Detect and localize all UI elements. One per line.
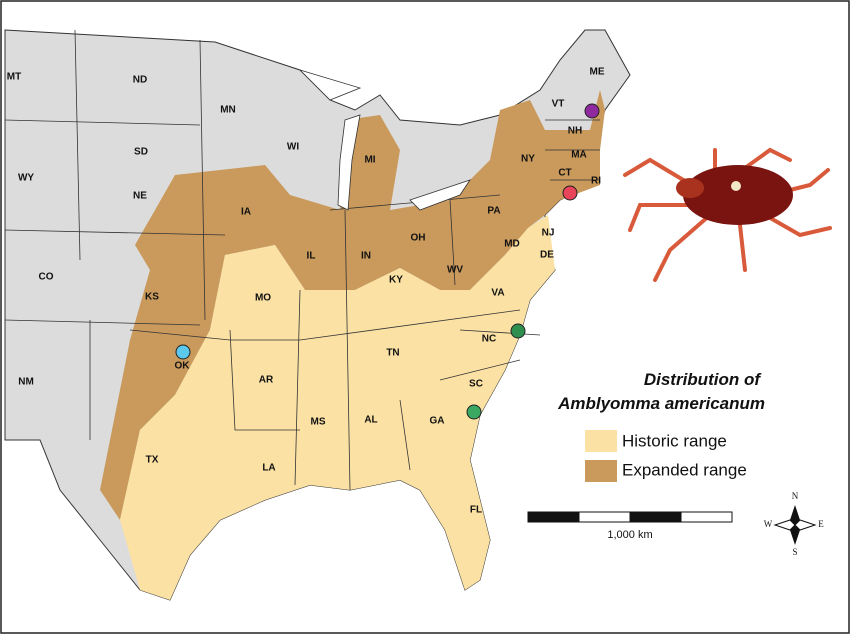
- scale-label: 1,000 km: [607, 529, 652, 541]
- state-label: DE: [540, 250, 554, 261]
- state-label: IL: [307, 251, 316, 262]
- lake-superior: [299, 69, 362, 101]
- state-label: SD: [134, 147, 148, 158]
- state-label: OH: [411, 233, 426, 244]
- state-label: MN: [220, 105, 236, 116]
- state-label: TX: [146, 455, 159, 466]
- state-label: VT: [552, 99, 565, 110]
- state-label: GA: [430, 416, 445, 427]
- state-label: OK: [175, 361, 191, 372]
- historic-range: [120, 215, 555, 600]
- state-label: NJ: [542, 228, 555, 239]
- lake-erie: [409, 179, 471, 211]
- state-label: KS: [145, 292, 159, 303]
- state-label: MA: [571, 150, 587, 161]
- sites: [175, 103, 600, 420]
- legend-swatch: [585, 430, 617, 452]
- state-label: IA: [241, 207, 251, 218]
- state-label: WV: [447, 265, 463, 276]
- state-label: AR: [259, 375, 274, 386]
- map-title: Amblyomma americanum: [557, 394, 765, 413]
- state-label: VA: [491, 288, 504, 299]
- state-label: NY: [521, 154, 535, 165]
- state-label: IN: [361, 251, 371, 262]
- state-label: CT: [558, 168, 571, 179]
- site-marker: [584, 103, 600, 119]
- legend-label: Expanded range: [622, 460, 747, 479]
- site-marker: [466, 404, 482, 420]
- site-marker: [562, 185, 578, 201]
- legend-swatch: [585, 460, 617, 482]
- state-label: TN: [386, 348, 399, 359]
- compass-label: E: [818, 519, 824, 529]
- state-label: FL: [470, 505, 482, 516]
- site-marker: [510, 323, 526, 339]
- state-label: WY: [18, 173, 34, 184]
- state-label: NE: [133, 191, 147, 202]
- state-label: ME: [590, 67, 605, 78]
- state-label: MT: [7, 72, 21, 83]
- state-label: NM: [18, 377, 34, 388]
- state-label: NH: [568, 126, 582, 137]
- site-marker: [175, 344, 191, 360]
- state-label: WI: [287, 142, 299, 153]
- state-label: PA: [487, 206, 500, 217]
- state-label: MD: [504, 239, 520, 250]
- compass-label: N: [792, 491, 799, 501]
- legend-label: Historic range: [622, 431, 727, 450]
- tick-illustration: [623, 147, 832, 282]
- state-label: CO: [39, 272, 54, 283]
- state-label: MO: [255, 293, 271, 304]
- state-label: LA: [262, 463, 275, 474]
- scale-bar: [527, 511, 733, 523]
- state-label: SC: [469, 379, 483, 390]
- map-title: Distribution of: [644, 370, 762, 389]
- compass-label: W: [764, 519, 773, 529]
- compass-rose: [773, 505, 817, 545]
- state-label: RI: [591, 176, 601, 187]
- state-label: KY: [389, 275, 403, 286]
- lake-michigan: [337, 114, 361, 211]
- state-label: MS: [311, 417, 326, 428]
- state-label: AL: [364, 415, 377, 426]
- state-borders: [4, 29, 600, 491]
- compass-label: S: [792, 547, 797, 557]
- state-label: ND: [133, 75, 147, 86]
- expanded-range: [100, 90, 605, 520]
- state-label: NC: [482, 334, 496, 345]
- state-label: MI: [364, 155, 375, 166]
